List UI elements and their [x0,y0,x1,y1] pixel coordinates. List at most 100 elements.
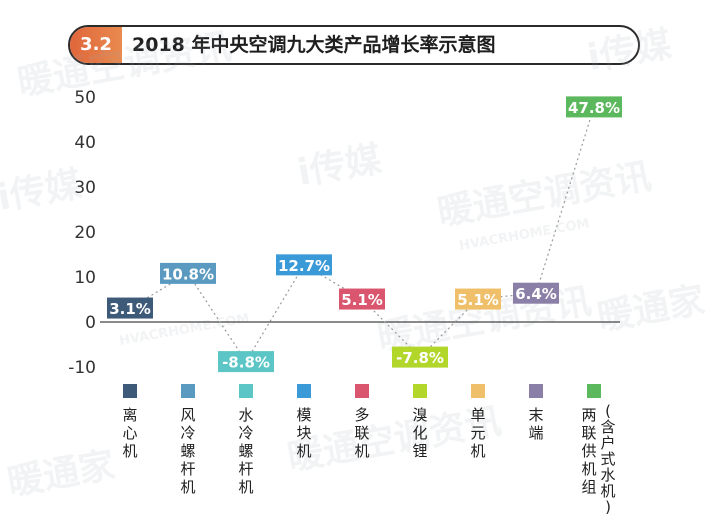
data-label: -7.8% [396,349,444,367]
legend-swatch [471,384,485,398]
legend-item: 离心机 [122,384,138,460]
legend-char: 块 [296,424,311,442]
legend-char: 供 [581,442,596,460]
legend-item: 单元机 [470,384,486,460]
data-label: 5.1% [457,291,499,309]
y-tick-label: 10 [74,268,96,288]
watermark-text-2: i传媒 [294,139,385,194]
legend-char: 锂 [412,442,427,460]
data-label-background [107,297,153,319]
watermark-text-7: i传媒 [0,164,86,219]
legend-char: 风 [180,406,195,424]
legend-char: ) [605,498,611,516]
legend-char: 离 [122,406,137,424]
legend-char: 心 [122,424,137,442]
data-label-background [566,96,622,118]
y-tick-label: 50 [74,88,96,108]
legend-char: 两 [581,406,596,424]
data-label-background [392,346,448,368]
legend-char: 冷 [180,424,195,442]
data-label: -8.8% [222,354,270,372]
watermark-text-6: 暖通家 [594,280,707,339]
data-label-background [218,351,274,373]
legend-char: 水 [238,406,253,424]
data-point: -8.8% [218,351,274,373]
legend-swatch [123,384,137,398]
data-label: 6.4% [515,285,557,303]
legend-char: 模 [296,406,311,424]
legend-label: 溴化锂 [412,406,427,460]
title-bar [68,25,640,65]
legend-char: 含 [600,418,615,436]
data-point: 3.1% [107,297,153,319]
legend-char: ( [605,402,611,420]
legend-item: 模块机 [296,384,312,460]
data-label-background [339,288,385,310]
legend-char: 冷 [238,424,253,442]
legend-char: 机 [122,442,137,460]
legend-char: 化 [412,424,427,442]
legend-item: 溴化锂 [412,384,428,460]
legend-label: 多联机 [354,406,369,460]
data-label-background [513,282,559,304]
legend-char: 机 [296,442,311,460]
legend-char: 联 [354,424,369,442]
data-label: 10.8% [162,265,214,283]
legend-item: 风冷螺杆机 [180,384,196,496]
y-tick-label: 40 [74,133,96,153]
data-point: 5.1% [455,288,501,310]
legend-label: 离心机 [122,406,137,460]
legend-label: 两联供机组 [581,406,596,496]
data-point: 47.8% [566,96,622,118]
legend-item: 多联机 [354,384,370,460]
data-label: 47.8% [568,99,620,117]
legend-label: 单元机 [470,406,485,460]
data-label: 12.7% [278,257,330,275]
legend-swatch [239,384,253,398]
legend-char: 螺 [238,442,253,460]
legend-label: 末端 [528,406,543,442]
y-tick-label: -10 [68,358,96,378]
legend-char: 联 [581,424,596,442]
legend-char: 户 [600,434,615,452]
data-point: -7.8% [392,346,448,368]
legend-char: 机 [238,478,253,496]
legend-char: 机 [470,442,485,460]
legend-label: 水冷螺杆机 [238,406,253,496]
data-label-background [455,288,501,310]
data-point: 5.1% [339,288,385,310]
legend-swatch [181,384,195,398]
data-label: 3.1% [109,300,151,318]
legend-char: 螺 [180,442,195,460]
y-tick-label: 20 [74,223,96,243]
series-layer: 3.1% 10.8% -8.8% 12.7% 5.1% -7.8% 5.1% 6.4% 47.8… [107,96,622,373]
data-label-background [276,254,332,276]
legend-char: 机 [581,460,596,478]
legend-char: 机 [354,442,369,460]
watermark-text-8: 暖通家 [4,445,117,504]
legend-sublabel: (含户式水机) [600,402,615,516]
data-label: 5.1% [341,291,383,309]
watermark-text-10: i传媒 [584,24,675,79]
data-label-background [160,262,216,284]
legend-char: 机 [600,482,615,500]
legend-char: 杆 [180,460,195,478]
legend-swatch [297,384,311,398]
legend-char: 组 [581,478,596,496]
legend-swatch [529,384,543,398]
legend-char: 水 [600,466,615,484]
legend-char: 端 [528,424,543,442]
section-number-badge: 3.2 [70,27,122,63]
legend-char: 溴 [412,406,427,424]
legend-swatch [587,384,601,398]
legend-char: 杆 [238,460,253,478]
y-tick-label: 30 [74,178,96,198]
legend-item: 水冷螺杆机 [238,384,254,496]
legend-item: 末端 [528,384,544,442]
legend-char: 多 [354,406,369,424]
axis-layer: -10 0 10 20 30 40 50 [68,88,620,378]
y-tick-label: 0 [85,313,96,333]
data-point: 6.4% [513,282,559,304]
